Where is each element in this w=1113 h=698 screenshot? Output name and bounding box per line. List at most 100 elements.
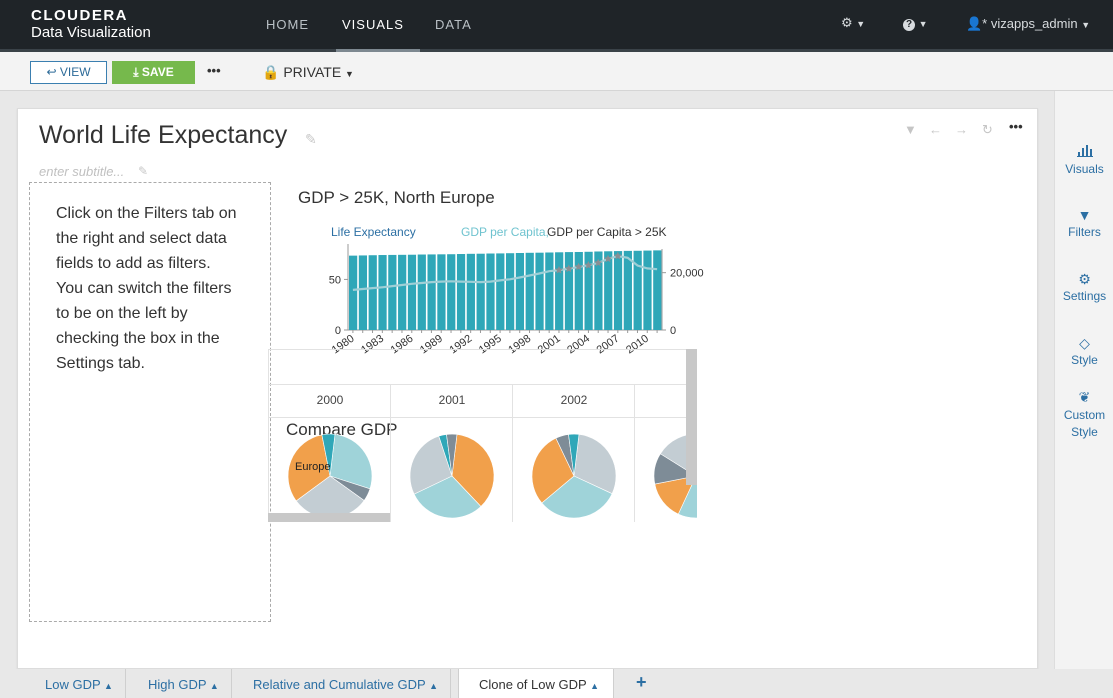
gdp-25k-marker [555,265,563,274]
bar [358,255,368,330]
diamond-icon: ◇ [1079,335,1090,351]
bar [633,250,642,330]
view-button[interactable]: ↩ VIEW [30,61,107,84]
trellis-year-label: 2001 [438,393,466,407]
sheet-tab-high-gdp[interactable]: High GDP ▲ [136,669,232,698]
user-menu[interactable]: 👤* vizapps_admin ▼ [966,16,1090,32]
y-tick-label-right: 20,000 [670,268,704,280]
legend-gdp-over-25k[interactable]: GDP per Capita > 25K [547,225,667,239]
dashboard-title[interactable]: World Life Expectancy [39,121,288,149]
user-icon: 👤* [966,16,988,31]
pie-slice [329,433,373,490]
bar [643,250,652,330]
gdp-25k-marker [584,261,593,269]
pie-chart-grid: EuropeE [287,433,697,519]
refresh-icon[interactable]: ↻ [982,122,993,137]
bar-chart-icon [1055,143,1113,160]
privacy-label: PRIVATE [283,64,342,80]
nav-data[interactable]: DATA [435,17,472,32]
canvas-more-button[interactable]: ••• [1009,119,1023,134]
bar [437,254,446,330]
sheet-tab-clone-of-low-gdp[interactable]: Clone of Low GDP ▲ [458,669,614,698]
pie-slice [451,433,495,507]
bar [653,250,662,330]
settings-menu[interactable]: ⚙ ▼ [841,15,865,31]
sheet-tab-label: Low GDP [45,677,101,692]
gdp-25k-marker [574,262,583,271]
nav-active-indicator [336,49,420,52]
redo-arrow-icon[interactable]: → [955,122,968,137]
legend-gdp-per-capita[interactable]: GDP per Capita, [461,225,549,239]
filter-icon: ▼ [1077,207,1092,223]
top-navbar: CLOUDERA Data Visualization HOME VISUALS… [0,0,1113,52]
panel-tab-filters[interactable]: ▼ Filters [1055,207,1113,239]
pie-slice [541,475,613,519]
nav-visuals[interactable]: VISUALS [342,17,404,32]
caret-down-icon: ▼ [345,69,354,79]
bar [535,252,544,330]
trellis-vertical-scrollbar[interactable] [686,349,697,485]
bar [525,252,534,330]
pie-slice [677,465,697,519]
question-icon: ? [903,19,915,31]
caret-up-icon: ▲ [590,681,599,691]
subtitle-input[interactable]: enter subtitle... [39,164,125,179]
compare-gdp-trellis: 2000 2001 2002 2 EuropeE [268,349,697,522]
pie-slice [287,434,331,502]
panel-tab-visuals[interactable]: Visuals [1055,143,1113,176]
undo-arrow-icon[interactable]: ← [929,122,942,137]
panel-tab-label: Visuals [1065,162,1104,176]
bar [545,252,554,330]
brand-logo[interactable]: CLOUDERA Data Visualization [31,7,151,42]
navbar-underline [0,49,1113,52]
gdp-25k-marker [604,254,612,263]
bar [417,254,426,330]
sheet-tab-label: Relative and Cumulative GDP [253,677,426,692]
panel-tab-label: Filters [1068,225,1101,239]
back-arrow-icon: ↩ [46,65,57,79]
sheet-tab-relative-cumulative-gdp[interactable]: Relative and Cumulative GDP ▲ [241,669,451,698]
lock-icon: 🔒 [262,64,280,80]
filters-help-text: Click on the Filters tab on the right an… [56,201,246,376]
sheet-tab-bar: Low GDP ▲ High GDP ▲ Relative and Cumula… [0,669,1113,698]
pie-slice [409,435,453,495]
chevron-down-icon: ▼ [856,19,866,29]
bar [368,255,377,330]
bar [407,254,417,330]
filter-icon[interactable]: ▼ [904,122,917,137]
edit-title-pencil-icon[interactable]: ✎ [305,131,317,147]
more-options-button[interactable]: ••• [207,63,221,78]
filters-placeholder-box: Click on the Filters tab on the right an… [29,182,271,622]
right-side-panel: Visuals ▼ Filters ⚙ Settings ◇ Style ❦ C… [1054,91,1113,698]
dashboard-toolbar: ↩ VIEW ⤓ SAVE ••• 🔒 PRIVATE ▼ [0,52,1113,91]
bar [555,252,564,330]
nav-home[interactable]: HOME [266,17,309,32]
panel-tab-settings[interactable]: ⚙ Settings [1055,271,1113,303]
trellis-cell [391,384,513,522]
save-button[interactable]: ⤓ SAVE [112,61,195,84]
legend-life-expectancy[interactable]: Life Expectancy [331,225,416,239]
download-icon: ⤓ [133,65,139,79]
chevron-down-icon: ▼ [918,19,928,29]
bar [476,253,485,330]
bar [515,253,525,330]
sheet-tab-label: High GDP [148,677,207,692]
privacy-dropdown[interactable]: 🔒 PRIVATE ▼ [262,64,354,81]
filters-help-line-2: You can switch the filters to be on the … [56,280,232,372]
caret-up-icon: ▲ [209,681,219,691]
trellis-year-label: 2002 [560,393,588,407]
pie-slice [446,433,458,477]
add-sheet-button[interactable]: + [636,672,647,692]
edit-subtitle-pencil-icon[interactable]: ✎ [138,164,149,178]
pie-slice [568,433,580,477]
sheet-tab-low-gdp[interactable]: Low GDP ▲ [33,669,126,698]
panel-tab-style[interactable]: ◇ Style [1055,335,1113,367]
trellis-horizontal-scrollbar[interactable] [268,513,390,522]
save-label: SAVE [141,65,174,79]
bar [564,252,574,330]
bar [486,253,495,330]
view-label: VIEW [59,65,91,79]
help-menu[interactable]: ? ▼ [903,15,928,31]
chart-title-compare-gdp: Compare GDP [286,420,398,439]
panel-tab-custom-style[interactable]: ❦ Custom Style [1055,389,1113,441]
